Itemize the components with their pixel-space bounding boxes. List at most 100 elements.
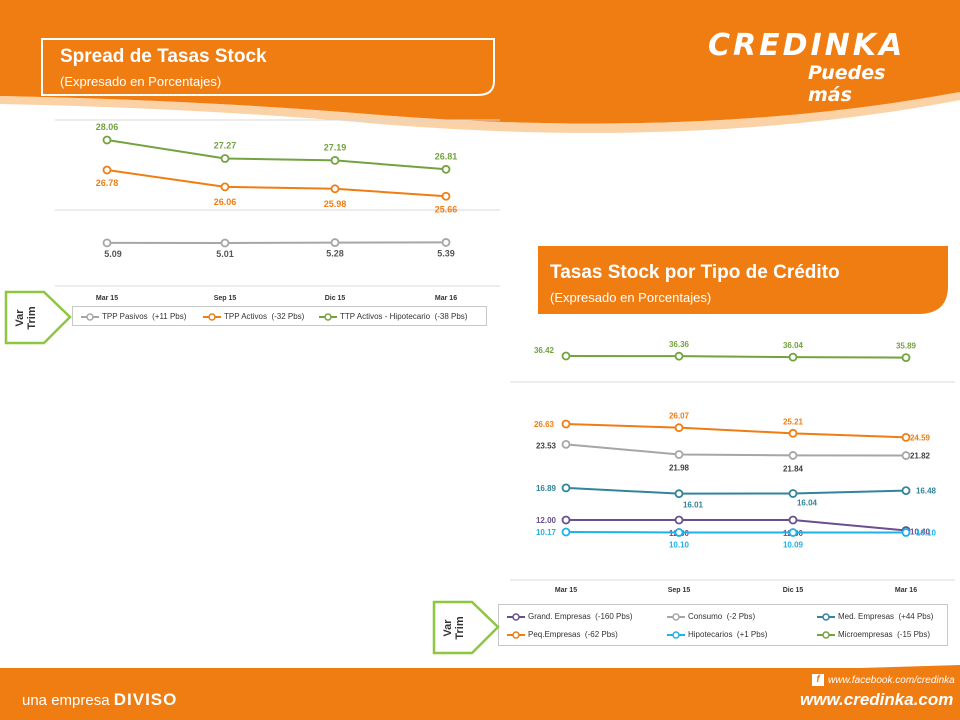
chart1-data-point xyxy=(441,191,451,201)
chart1-data-point xyxy=(330,155,340,165)
chart1-x-tick: Sep 15 xyxy=(214,295,237,302)
logo-text: CREDINKA xyxy=(708,28,906,63)
chart2-x-tick: Mar 15 xyxy=(555,587,577,594)
chart1-data-point xyxy=(102,238,112,248)
chart2-data-point xyxy=(901,432,911,442)
chart1-legend-name-0: TPP Pasivos xyxy=(102,312,148,321)
chart2-legend-name-4: Hipotecarios xyxy=(688,630,733,639)
chart1-legend-item-0: TPP Pasivos (+11 Pbs) xyxy=(81,312,186,321)
chart2-legend-var-3: (-62 Pbs) xyxy=(584,630,618,639)
chart2-legend-item-0: Grand. Empresas (-160 Pbs) xyxy=(507,612,633,621)
chart1-legend: TPP Pasivos (+11 Pbs) TPP Activos (-32 P… xyxy=(72,306,487,326)
chart2-data-label: 10.10 xyxy=(669,540,690,549)
chart2-data-label: 16.04 xyxy=(797,498,818,507)
chart2-series-line xyxy=(566,518,907,532)
chart2-legend-item-4: Hipotecarios (+1 Pbs) xyxy=(667,630,767,639)
chart2-data-point xyxy=(901,353,911,362)
website-link[interactable]: www.credinka.com xyxy=(800,690,954,709)
chart1-data-point xyxy=(102,165,112,175)
chart2-data-label: 12.00 xyxy=(536,516,557,525)
chart2-legend-name-1: Consumo xyxy=(688,612,723,621)
chart2-legend-var-4: (+1 Pbs) xyxy=(736,630,768,639)
var-trim-arrow-1 xyxy=(4,290,72,345)
chart2-series-line xyxy=(565,531,907,534)
chart1-data-label: 5.09 xyxy=(104,249,122,259)
chart1-data-point xyxy=(441,238,451,247)
chart2-x-tick: Sep 15 xyxy=(668,587,691,594)
chart2-legend-item-3: Peq.Empresas (-62 Pbs) xyxy=(507,630,618,639)
chart2-data-label: 10.10 xyxy=(916,528,937,537)
chart2-data-label: 16.89 xyxy=(536,484,557,493)
chart2-legend-var-1: (-2 Pbs) xyxy=(726,612,756,621)
chart1-legend-name-1: TPP Activos xyxy=(224,312,267,321)
chart2-data-label: 35.89 xyxy=(896,342,917,351)
footer-prefix: una empresa xyxy=(22,692,110,709)
header-band-shadow xyxy=(0,92,960,133)
chart1-data-label: 28.06 xyxy=(96,122,119,132)
chart2-legend-item-1: Consumo (-2 Pbs) xyxy=(667,612,755,621)
chart2-data-point xyxy=(561,527,571,537)
chart1-series-line xyxy=(106,241,447,244)
chart2-data-point xyxy=(788,528,798,537)
title-box-frame-2 xyxy=(538,246,948,314)
var-trim-label-2: Var Trim xyxy=(442,616,466,640)
chart1-data-label: 26.06 xyxy=(214,197,237,207)
chart2-data-label: 21.84 xyxy=(783,464,804,473)
chart1-legend-name-2: TTP Activos - Hipotecario xyxy=(340,312,431,321)
chart2-data-point xyxy=(901,486,911,495)
chart2-data-label: 21.98 xyxy=(669,464,690,473)
chart2-title: Tasas Stock por Tipo de Crédito xyxy=(550,262,840,283)
chart2-data-point xyxy=(561,439,571,449)
chart1-legend-item-2: TTP Activos - Hipotecario (-38 Pbs) xyxy=(319,312,467,321)
chart1-title: Spread de Tasas Stock xyxy=(60,46,267,67)
chart1-data-label: 5.28 xyxy=(326,249,344,259)
chart1-data-label: 25.98 xyxy=(324,199,347,209)
var-trim-label-1: Var Trim xyxy=(14,306,38,330)
chart2-x-tick: Dic 15 xyxy=(783,587,804,594)
chart1-data-label: 25.66 xyxy=(435,204,458,214)
chart2-data-label: 26.63 xyxy=(534,420,555,429)
chart2-data-point xyxy=(561,483,571,493)
chart1-x-tick: Dic 15 xyxy=(325,295,346,302)
facebook-icon: f xyxy=(812,674,824,686)
chart2-data-point xyxy=(674,489,684,499)
chart1-data-label: 5.39 xyxy=(437,248,455,258)
chart1-legend-var-2: (-38 Pbs) xyxy=(434,312,468,321)
chart2-data-point xyxy=(674,423,684,433)
chart2-data-point xyxy=(901,528,911,537)
chart1-legend-var-0: (+11 Pbs) xyxy=(152,312,187,321)
chart1-x-tick: Mar 16 xyxy=(435,295,457,302)
logo-tagline: Puedes más xyxy=(808,62,886,106)
chart2-legend-item-5: Microempresas (-15 Pbs) xyxy=(817,630,930,639)
var-trim-arrow-2 xyxy=(432,600,500,655)
chart1-legend-var-1: (-32 Pbs) xyxy=(271,312,305,321)
chart2-data-point xyxy=(674,515,684,525)
chart2-data-label: 16.01 xyxy=(683,501,704,510)
chart2-legend-var-5: (-15 Pbs) xyxy=(897,630,931,639)
chart2-series-line xyxy=(565,423,907,439)
chart2-legend-item-2: Med. Empresas (+44 Pbs) xyxy=(817,612,933,621)
chart1-x-tick: Mar 15 xyxy=(96,295,118,302)
chart1-series-line xyxy=(106,169,447,198)
facebook-link[interactable]: f www.facebook.com/credinka xyxy=(812,674,955,686)
chart2-data-point xyxy=(788,428,798,438)
chart2-legend-var-0: (-160 Pbs) xyxy=(595,612,633,621)
chart1-series-line xyxy=(106,139,447,171)
chart2-data-label: 36.42 xyxy=(534,346,555,355)
footer-band xyxy=(0,668,960,720)
footer-company-name: DIVISO xyxy=(113,690,178,709)
chart2-data-point xyxy=(788,489,798,498)
chart2-legend-var-2: (+44 Pbs) xyxy=(898,612,934,621)
chart1-data-point xyxy=(441,164,451,174)
chart1-data-point xyxy=(330,184,340,194)
chart1-data-label: 27.27 xyxy=(214,141,237,151)
chart2-data-label: 16.48 xyxy=(916,487,937,496)
chart2-series-line xyxy=(565,486,907,495)
chart2-data-label: 36.04 xyxy=(783,341,804,350)
chart2-data-point xyxy=(674,528,684,537)
chart2-data-point xyxy=(788,515,798,525)
chart2-series-line xyxy=(565,355,907,359)
footer-company: una empresa DIVISO xyxy=(22,690,177,710)
chart2-data-label: 36.36 xyxy=(669,340,690,349)
